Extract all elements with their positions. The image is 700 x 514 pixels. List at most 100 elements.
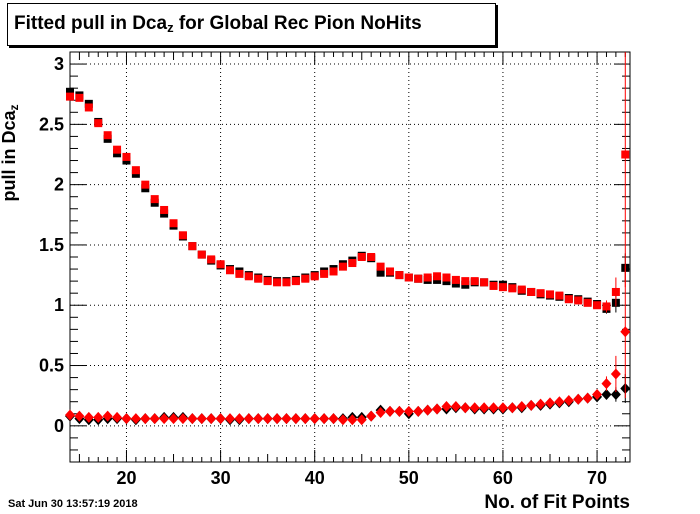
data-point-square <box>75 93 84 102</box>
data-point-diamond <box>149 413 160 425</box>
data-point-square <box>320 269 329 278</box>
data-point-square <box>207 255 216 264</box>
data-point-diamond <box>347 414 358 426</box>
x-tick-label: 50 <box>399 468 419 488</box>
data-point-diamond <box>159 413 170 425</box>
data-point-square <box>461 277 470 286</box>
title-subscript: z <box>167 20 174 35</box>
x-tick-label: 70 <box>587 468 607 488</box>
x-tick-label: 60 <box>493 468 513 488</box>
data-point-square <box>131 166 140 175</box>
data-point-square <box>329 267 338 276</box>
data-point-square <box>254 274 263 283</box>
data-point-diamond <box>422 404 433 416</box>
data-point-diamond <box>234 413 245 425</box>
axis-tick-labels: 20 30 40 50 60 70 0 0.5 1 1.5 2 2.5 3 <box>39 54 607 488</box>
data-point-square <box>583 298 592 307</box>
x-tick-label: 30 <box>211 468 231 488</box>
data-point-square <box>498 283 507 292</box>
data-point-diamond <box>592 388 603 400</box>
data-point-square <box>602 302 611 311</box>
data-point-square <box>376 262 385 271</box>
data-point-diamond <box>243 413 254 425</box>
grid-lines <box>70 52 630 462</box>
data-point-diamond <box>610 388 621 400</box>
data-point-square <box>433 272 442 281</box>
data-point-diamond <box>102 410 113 422</box>
data-point-diamond <box>328 413 339 425</box>
y-tick-label: 1.5 <box>39 235 64 255</box>
data-point-diamond <box>337 414 348 426</box>
data-point-diamond <box>441 401 452 413</box>
data-point-diamond <box>168 413 179 425</box>
data-point-square <box>611 287 620 296</box>
data-point-diamond <box>497 402 508 414</box>
data-point-square <box>546 290 554 299</box>
data-point-diamond <box>507 402 518 414</box>
data-point-square <box>282 278 291 287</box>
data-point-square <box>122 152 131 161</box>
data-point-square <box>555 291 564 300</box>
data-point-diamond <box>545 397 555 409</box>
data-point-square <box>188 242 197 251</box>
data-point-square <box>517 285 526 294</box>
data-point-square <box>414 274 423 283</box>
data-point-diamond <box>83 411 94 423</box>
series-3 <box>65 265 631 426</box>
data-point-diamond <box>281 413 292 425</box>
data-point-diamond <box>290 413 301 425</box>
data-point-diamond <box>488 402 499 414</box>
data-point-diamond <box>253 413 264 425</box>
x-tick-label: 40 <box>305 468 325 488</box>
data-point-square <box>480 278 489 287</box>
data-point-square <box>113 145 122 154</box>
title-prefix: Fitted pull in Dca <box>14 13 168 34</box>
data-point-diamond <box>516 401 527 413</box>
data-point-diamond <box>112 411 123 423</box>
data-point-square <box>489 281 498 290</box>
y-tick-label: 0 <box>54 416 64 436</box>
data-point-diamond <box>535 398 546 410</box>
data-point-square <box>593 301 602 310</box>
data-point-square <box>66 92 74 101</box>
data-point-diamond <box>469 402 480 414</box>
data-point-square <box>226 266 234 275</box>
data-point-diamond <box>479 402 490 414</box>
data-point-diamond <box>385 405 395 417</box>
data-point-diamond <box>130 413 141 425</box>
data-point-diamond <box>272 413 283 425</box>
data-point-square <box>235 269 244 278</box>
data-point-square <box>273 278 282 287</box>
chart-title-box: Fitted pull in Dcaz for Global Rec Pion … <box>7 3 496 46</box>
data-point-square <box>150 195 159 204</box>
data-point-square <box>376 268 385 277</box>
data-point-diamond <box>554 396 565 408</box>
data-point-square <box>404 273 413 282</box>
data-point-diamond <box>432 403 443 415</box>
data-point-square <box>442 273 451 282</box>
data-point-square <box>301 274 310 283</box>
data-point-diamond <box>300 413 311 425</box>
data-point-diamond <box>356 414 367 426</box>
y-tick-label: 2.5 <box>39 114 64 134</box>
data-point-square <box>338 262 347 271</box>
data-point-square <box>527 287 536 296</box>
data-marks <box>65 52 631 426</box>
data-point-diamond <box>620 326 631 338</box>
data-point-square <box>357 253 366 261</box>
data-point-square <box>367 253 376 261</box>
data-point-diamond <box>450 401 461 413</box>
data-point-diamond <box>121 413 132 425</box>
data-point-diamond <box>403 405 414 417</box>
data-point-diamond <box>563 395 574 406</box>
data-point-square <box>574 296 583 305</box>
data-point-diamond <box>215 413 226 425</box>
data-point-square <box>348 259 357 268</box>
x-axis-label: No. of Fit Points <box>484 492 630 513</box>
data-point-square <box>451 275 460 284</box>
data-point-diamond <box>413 405 424 417</box>
data-point-diamond <box>582 392 593 404</box>
series-2 <box>65 373 631 426</box>
data-point-square <box>508 284 517 293</box>
